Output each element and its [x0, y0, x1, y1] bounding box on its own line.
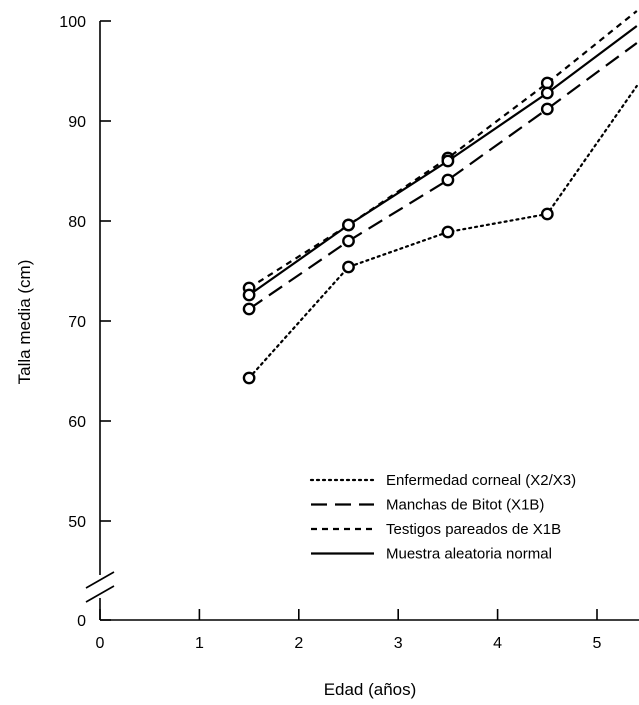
- x-tick-label: 3: [394, 635, 403, 652]
- x-tick-label: 0: [96, 635, 105, 652]
- y-tick-label: 0: [77, 613, 86, 630]
- data-point-marker: [342, 218, 355, 232]
- data-point-marker: [342, 234, 355, 248]
- y-tick-label: 60: [68, 414, 86, 431]
- legend-label: Manchas de Bitot (X1B): [386, 497, 544, 514]
- data-point-marker: [540, 207, 554, 221]
- series-line-long-dash: [248, 42, 638, 310]
- legend-label: Testigos pareados de X1B: [386, 521, 561, 538]
- data-point-marker: [342, 260, 355, 274]
- legend-label: Enfermedad corneal (X2/X3): [386, 472, 576, 489]
- legend: Enfermedad corneal (X2/X3) Manchas de Bit…: [309, 472, 576, 563]
- data-point-marker: [540, 102, 554, 116]
- data-point-marker: [242, 371, 256, 385]
- data-point-marker: [441, 225, 455, 239]
- x-tick-label: 5: [593, 635, 602, 652]
- y-axis-title: Talla media (cm): [15, 260, 34, 385]
- data-point-marker: [242, 302, 256, 316]
- series-line-short-dash: [248, 10, 638, 289]
- y-tick-label: 100: [59, 14, 86, 31]
- y-tick-label: 90: [68, 114, 86, 131]
- y-tick-label: 70: [68, 314, 86, 331]
- x-tick-label: 4: [493, 635, 502, 652]
- legend-label: Muestra aleatoria normal: [386, 546, 552, 563]
- data-point-marker: [242, 288, 256, 302]
- x-axis-title: Edad (años): [324, 680, 417, 699]
- data-point-marker: [441, 173, 455, 187]
- axis-break-mark-top: [85, 571, 115, 589]
- y-tick-label: 50: [68, 514, 86, 531]
- y-tick-label: 80: [68, 214, 86, 231]
- data-point-marker: [540, 86, 554, 100]
- axis-break-mark-bottom: [85, 585, 115, 603]
- x-tick-label: 1: [195, 635, 204, 652]
- data-point-marker: [441, 154, 455, 168]
- x-tick-label: 2: [294, 635, 303, 652]
